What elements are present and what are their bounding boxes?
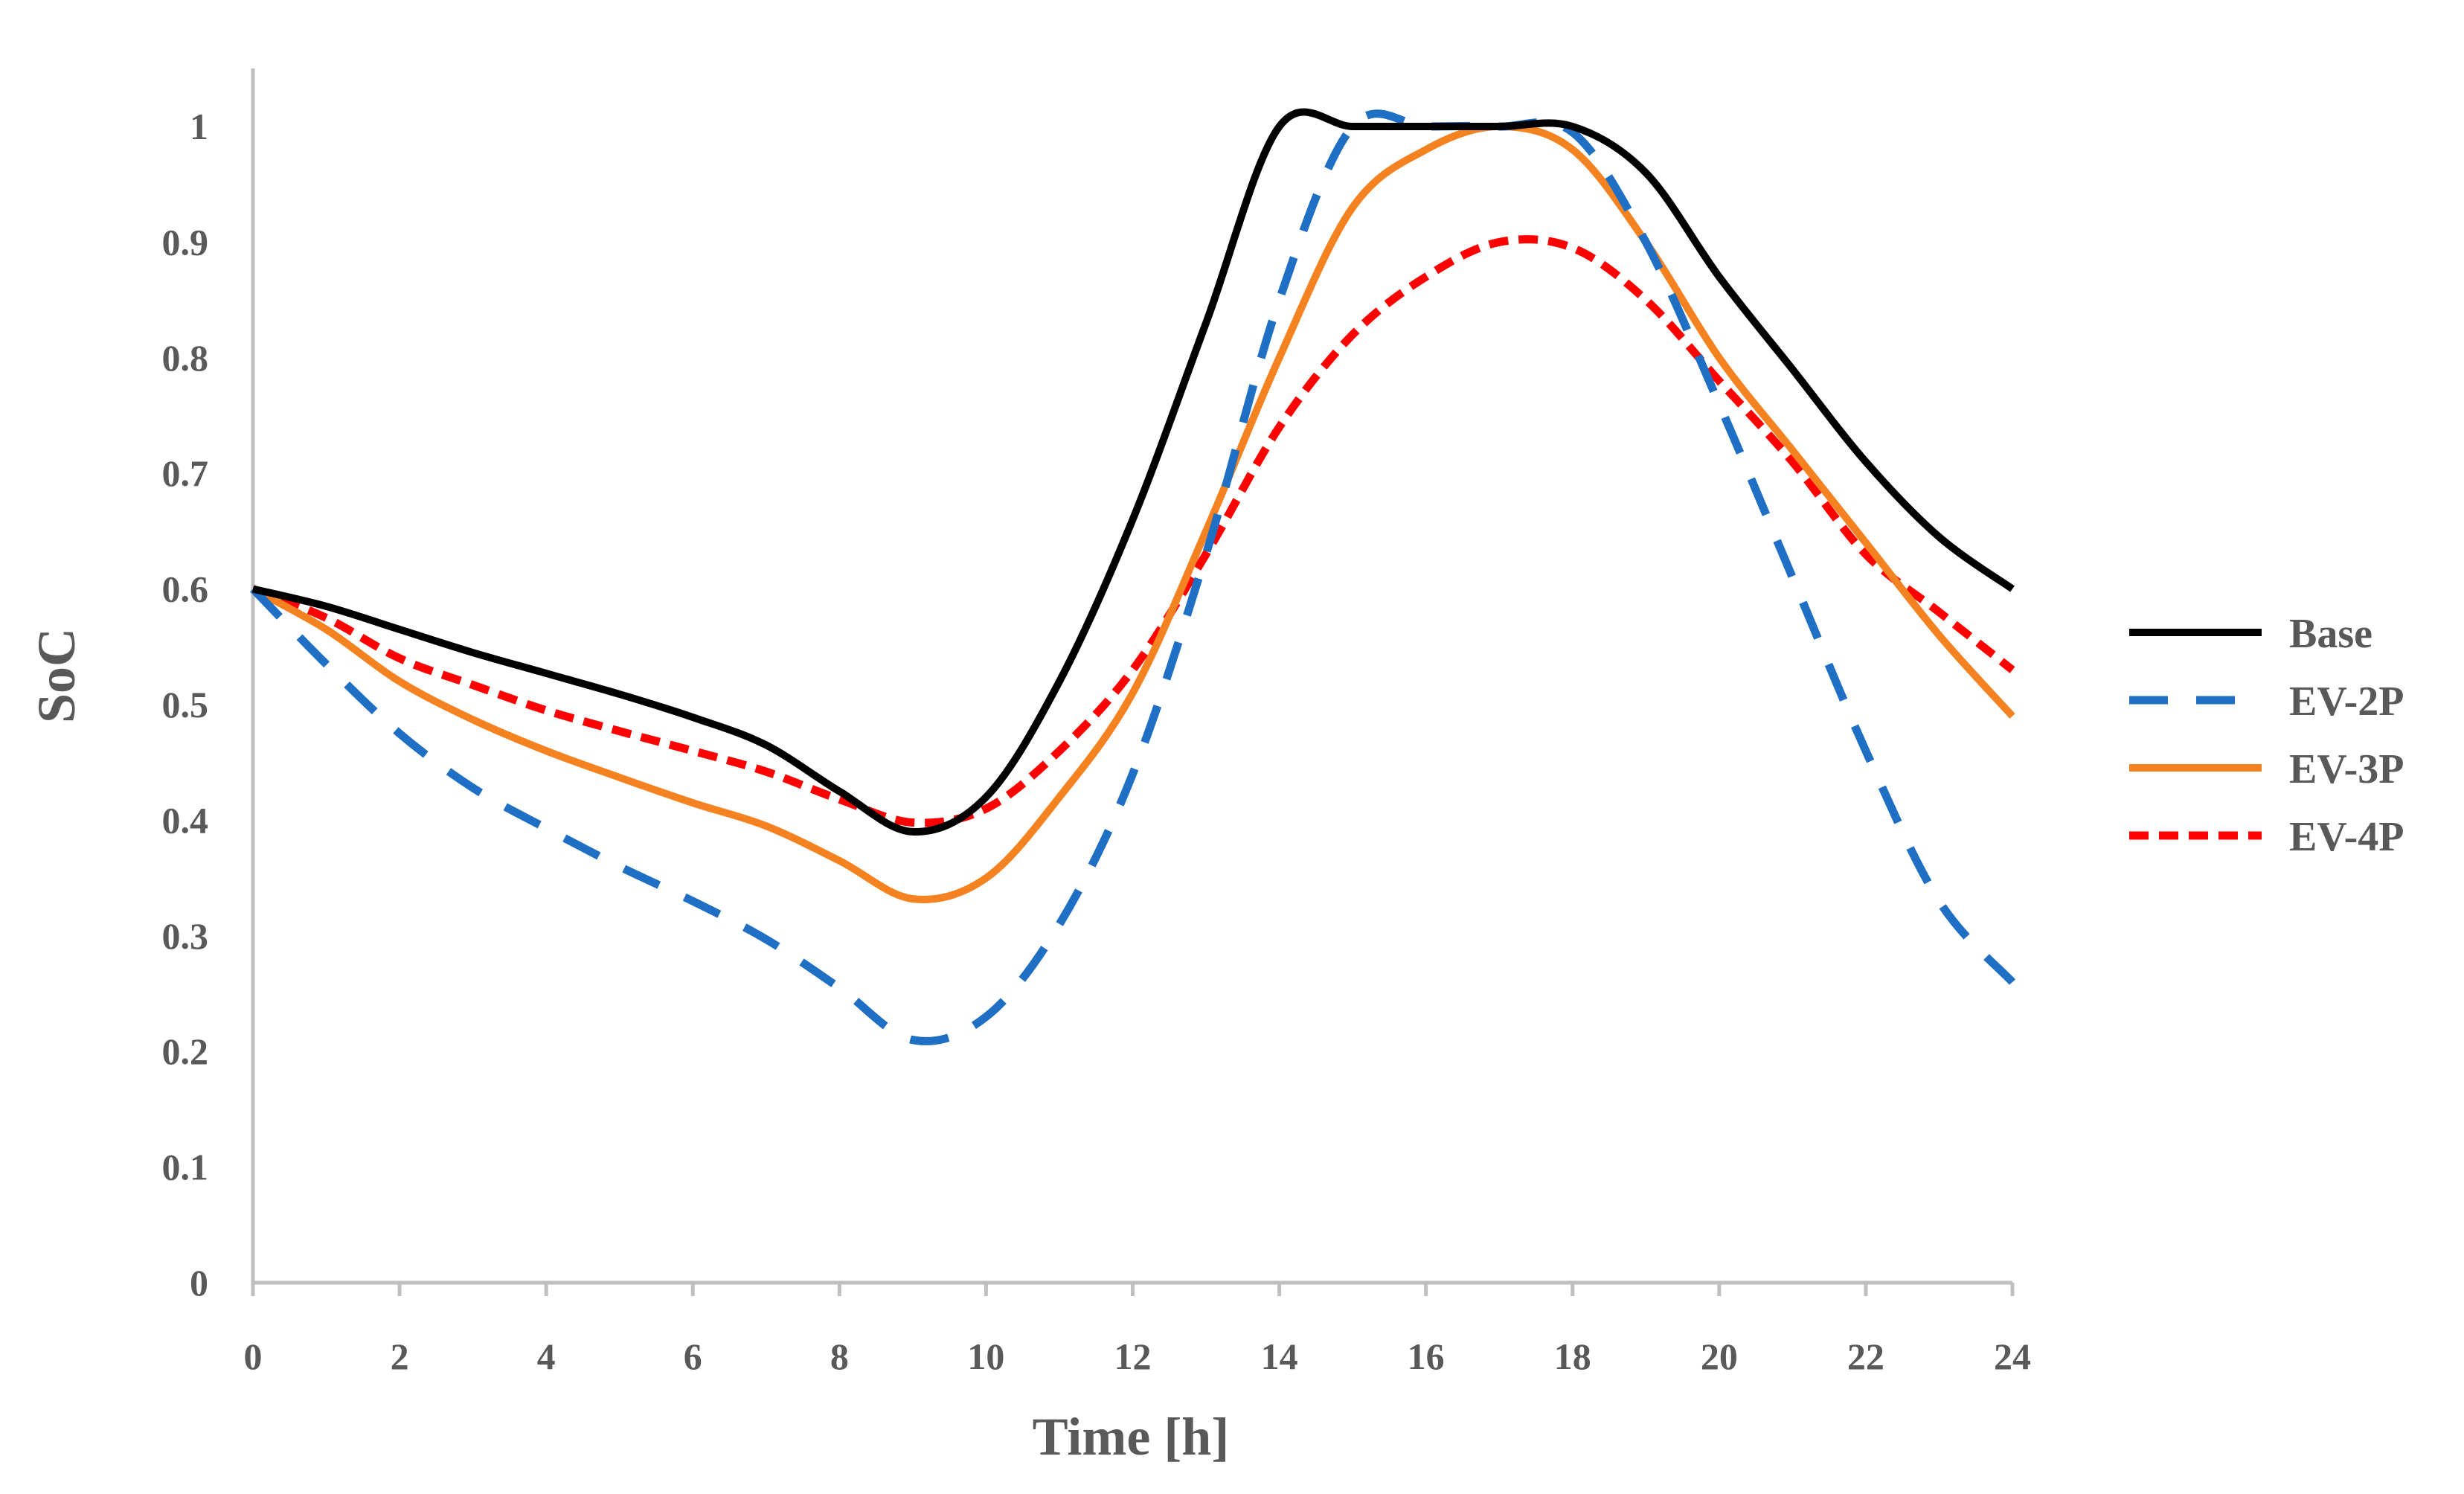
y-tick-label: 0.7 (162, 452, 209, 494)
y-tick-label: 0.1 (162, 1147, 209, 1188)
y-tick-label: 0.3 (162, 915, 209, 957)
x-tick-label: 22 (1847, 1336, 1884, 1377)
x-tick-label: 20 (1701, 1336, 1738, 1377)
x-tick-label: 8 (830, 1336, 849, 1377)
series-lines (250, 108, 2016, 1045)
legend-label: EV-4P (2289, 814, 2404, 860)
ticks: 0 2 4 6 8 10 12 14 16 18 20 22 2400.10.20.30.40.50.6… (162, 106, 2032, 1377)
y-tick-label: 0.2 (162, 1030, 209, 1072)
x-axis-title: Time [h] (1033, 1407, 1230, 1466)
x-tick-label: 0 (244, 1336, 263, 1377)
x-tick-label: 14 (1261, 1336, 1298, 1377)
y-tick-label: 0.4 (162, 799, 209, 841)
legend-label: EV-3P (2289, 746, 2404, 792)
y-tick-label: 0.9 (162, 221, 209, 263)
x-tick-label: 18 (1554, 1336, 1591, 1377)
series-line-ev-2p (250, 109, 2016, 1045)
x-tick-label: 4 (537, 1336, 556, 1377)
y-tick-label: 1 (190, 106, 208, 147)
x-tick-label: 10 (967, 1336, 1004, 1377)
series-line-base (251, 108, 2015, 836)
x-tick-label: 12 (1114, 1336, 1152, 1377)
legend: Base EV-2P EV-3P EV-4P (2129, 611, 2404, 860)
series-line-ev-3p (251, 123, 2015, 903)
legend-label: EV-2P (2289, 679, 2404, 725)
y-tick-label: 0.6 (162, 568, 209, 610)
legend-label: Base (2289, 611, 2372, 657)
y-axis-title: SoC (27, 628, 86, 723)
x-tick-label: 6 (684, 1336, 702, 1377)
x-tick-label: 24 (1994, 1336, 2031, 1377)
y-tick-label: 0.8 (162, 337, 209, 379)
axes (251, 68, 2012, 1285)
x-tick-label: 2 (391, 1336, 409, 1377)
y-tick-label: 0.5 (162, 684, 209, 725)
x-tick-label: 16 (1408, 1336, 1445, 1377)
y-tick-label: 0 (190, 1262, 208, 1304)
